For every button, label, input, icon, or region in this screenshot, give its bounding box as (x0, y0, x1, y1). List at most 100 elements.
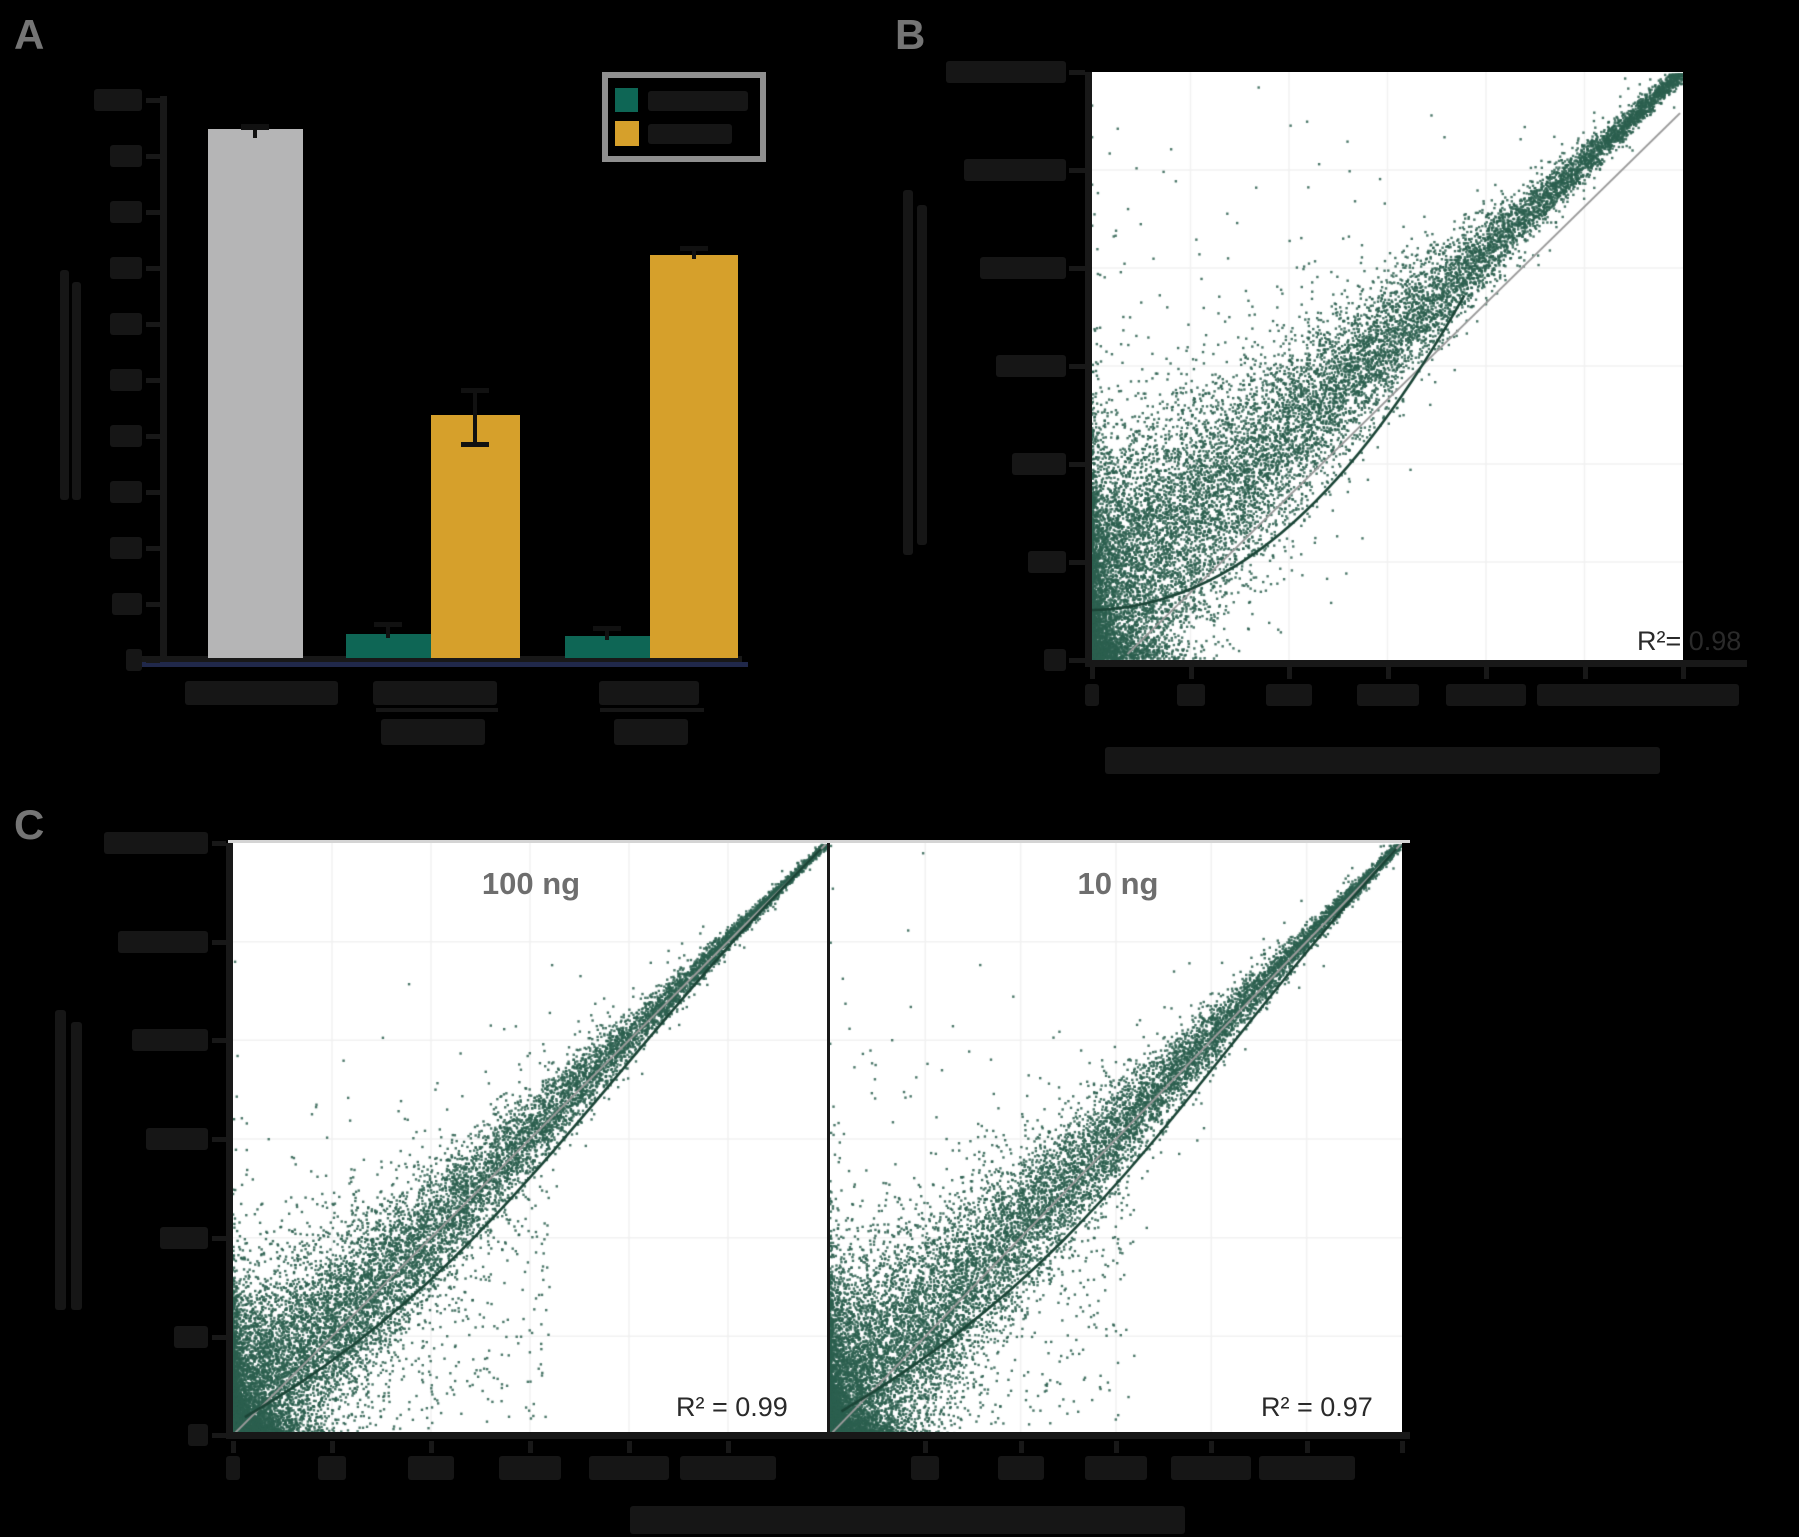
panel-a-x-axis-accent-line (138, 662, 748, 667)
error-bar-whisker (473, 388, 477, 447)
panel-c-facet2-plot-area (830, 843, 1402, 1435)
panel-b-y-tick (1069, 560, 1085, 565)
panel-c-facet1-x-tick-label-illegible (499, 1456, 561, 1480)
panel-a-y-tick (146, 378, 160, 383)
panel-a-y-tick-label-illegible (112, 593, 142, 615)
panel-a-y-tick-label-illegible (126, 649, 142, 671)
panel-c-y-tick-label-illegible (118, 931, 208, 953)
panel-a-y-tick (146, 434, 160, 439)
panel-a-y-tick-label-illegible (110, 201, 142, 223)
panel-c-y-tick-label-illegible (160, 1227, 208, 1249)
panel-c-facet1-x-tick-label-illegible (680, 1456, 776, 1480)
panel-b-x-axis-title-illegible (1105, 747, 1660, 774)
panel-c-facet1-x-tick-label-illegible (589, 1456, 669, 1480)
panel-c-facet1-x-tick-label-illegible (226, 1456, 240, 1480)
panel-c-facet2-x-tick (1209, 1441, 1214, 1453)
legend-label-illegible (648, 124, 732, 144)
panel-c-y-tick (212, 1038, 226, 1043)
panel-a-y-tick-label-illegible (110, 313, 142, 335)
legend-label-illegible (648, 91, 748, 111)
panel-c-x-axis-line (226, 1432, 1410, 1439)
panel-b-y-tick (1069, 70, 1085, 75)
panel-b-r-squared: R²= 0.98 (1637, 626, 1742, 656)
bar-gray-control (208, 129, 303, 658)
panel-a-y-tick (146, 210, 160, 215)
panel-c-y-tick (212, 1433, 226, 1438)
bar-gold-group2 (650, 255, 738, 658)
panel-a-y-axis-title-illegible (60, 270, 69, 500)
facet2-r-squared: R² = 0.97 (1261, 1392, 1373, 1422)
panel-b-x-tick (1484, 667, 1489, 679)
panel-a-y-tick (146, 546, 160, 551)
panel-c-y-tick (212, 1236, 226, 1241)
panel-c-facet1-x-tick (627, 1441, 632, 1453)
panel-c-facet2-x-tick-label-illegible (911, 1456, 939, 1480)
bar-gold-group1 (431, 415, 520, 658)
panel-a-y-tick-label-illegible (110, 537, 142, 559)
group-label-illegible (381, 719, 485, 745)
panel-b-x-tick-label-illegible (1177, 684, 1205, 706)
panel-c-facet1-x-tick (330, 1441, 335, 1453)
legend-swatch-teal (615, 88, 638, 112)
bar-teal-group1 (346, 634, 431, 658)
panel-b-y-tick-label-illegible (980, 257, 1066, 279)
panel-c-facet1-plot-area (233, 843, 827, 1435)
panel-a-y-tick (146, 658, 160, 663)
category-label-illegible (373, 681, 497, 705)
panel-c-y-tick-label-illegible (132, 1029, 208, 1051)
panel-a-y-tick (146, 266, 160, 271)
panel-c-facet2-x-tick-label-illegible (1259, 1456, 1355, 1480)
panel-b-x-tick-label-illegible (1357, 684, 1419, 706)
panel-c-facet2-x-tick-label-illegible (1085, 1456, 1147, 1480)
facet1-title: 100 ng (481, 866, 581, 901)
panel-b-label: B (895, 11, 926, 58)
bar-teal-group2 (565, 636, 650, 658)
panel-c-y-tick (212, 841, 226, 846)
legend-swatch-gold (615, 121, 639, 146)
error-bar-whisker (386, 622, 390, 638)
panel-a-y-axis-title-illegible (72, 282, 81, 500)
panel-b-x-tick (1681, 667, 1686, 679)
group-bracket-line (376, 708, 498, 712)
panel-a-y-tick-label-illegible (110, 257, 142, 279)
panel-b-x-tick-label-illegible (1537, 684, 1633, 706)
panel-c-facet1-x-tick-label-illegible (318, 1456, 346, 1480)
panel-c-y-tick-label-illegible (104, 832, 208, 854)
panel-b-x-tick (1583, 667, 1588, 679)
panel-c-y-axis-line (226, 843, 233, 1435)
panel-b-y-tick-label-illegible (964, 159, 1066, 181)
panel-c-facet2-x-tick-label-illegible (1171, 1456, 1251, 1480)
error-bar-whisker (692, 246, 696, 259)
panel-b-y-tick-label-illegible (1044, 649, 1066, 671)
group-label-illegible (614, 719, 688, 745)
panel-c-y-tick (212, 940, 226, 945)
panel-a-x-axis-line (138, 656, 742, 662)
panel-c-x-axis-title-illegible (630, 1506, 1185, 1534)
panel-c-facet1-x-tick (528, 1441, 533, 1453)
category-label-illegible (599, 681, 699, 705)
panel-b-y-tick (1069, 266, 1085, 271)
panel-a-y-tick (146, 98, 160, 103)
panel-a-label: A (14, 11, 45, 58)
legend-box (602, 72, 766, 162)
panel-c-y-tick-label-illegible (188, 1424, 208, 1446)
panel-c-top-border (228, 840, 1410, 843)
panel-b-x-tick (1189, 667, 1194, 679)
panel-c-facet1-x-tick (429, 1441, 434, 1453)
panel-c-facet2-scatter-canvas (830, 843, 1402, 1435)
panel-a-y-tick (146, 322, 160, 327)
panel-a-y-tick-label-illegible (94, 89, 142, 111)
panel-b-x-tick (1386, 667, 1391, 679)
panel-a-y-tick-label-illegible (110, 145, 142, 167)
panel-b-y-tick-label-illegible (996, 355, 1066, 377)
panel-c-facet-separator (827, 843, 830, 1435)
panel-b-x-tick (1287, 667, 1292, 679)
facet1-r-squared: R² = 0.99 (676, 1392, 788, 1422)
panel-c-facet1-x-tick (726, 1441, 731, 1453)
panel-c-facet1-scatter-canvas (233, 843, 827, 1435)
panel-a-y-tick-label-illegible (110, 481, 142, 503)
panel-c-facet2-x-tick (923, 1441, 928, 1453)
panel-c-y-axis-title-illegible (71, 1022, 82, 1310)
panel-c-facet1-x-tick (231, 1441, 236, 1453)
